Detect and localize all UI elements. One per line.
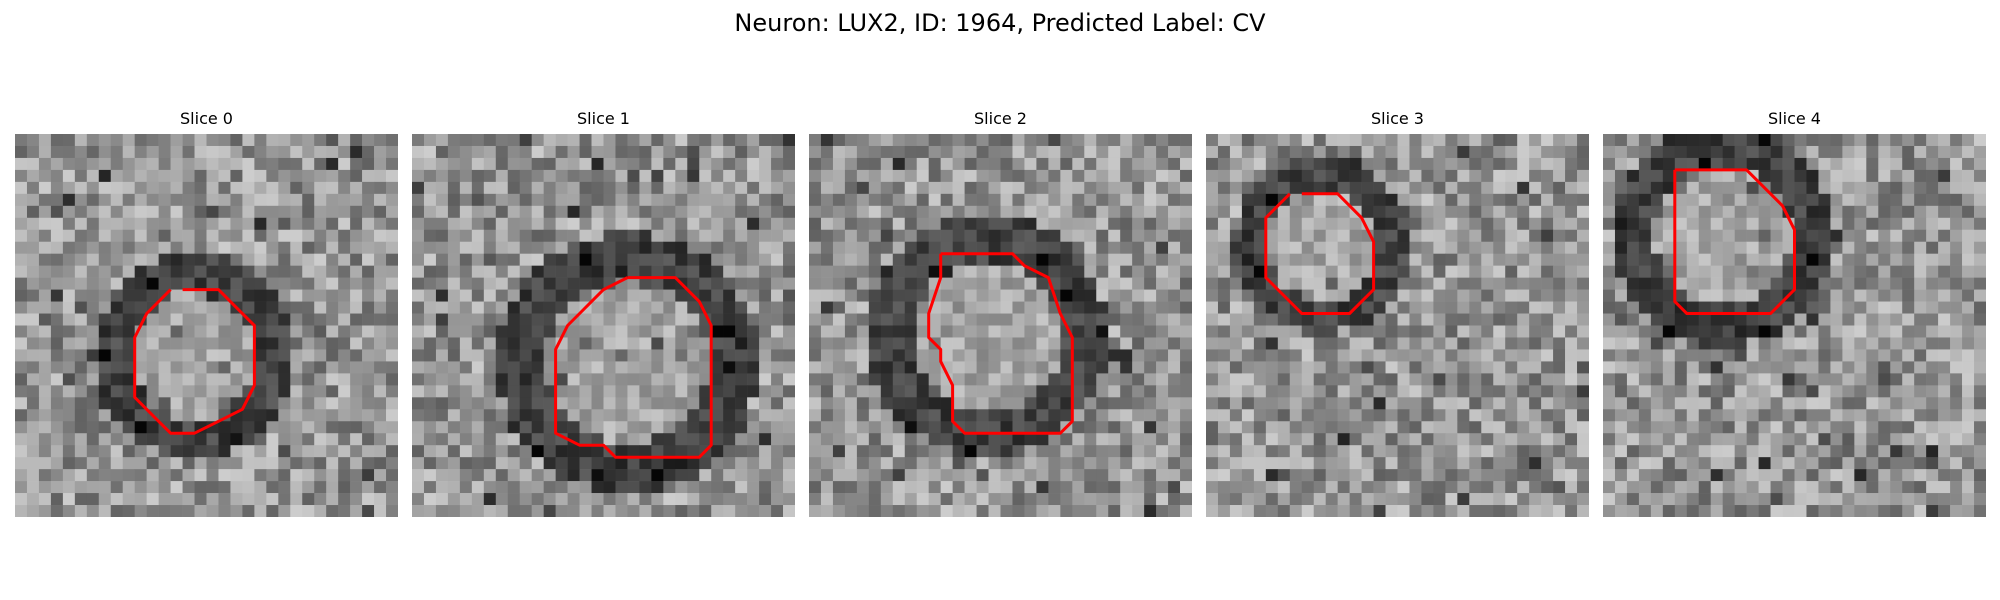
image-pixels [15, 134, 398, 517]
slice-title-4: Slice 4 [1768, 109, 1821, 128]
slice-panel-4: Slice 4 [1603, 108, 1986, 517]
slice-image-2 [809, 134, 1192, 517]
segmentation-contour [554, 276, 713, 459]
slice-title-1: Slice 1 [577, 109, 630, 128]
slice-image-0 [15, 134, 398, 517]
image-pixels [809, 134, 1192, 517]
image-pixels [412, 134, 795, 517]
segmentation-contour [1673, 168, 1796, 315]
slice-image-1 [412, 134, 795, 517]
slice-image-3 [1206, 134, 1589, 517]
slice-panel-1: Slice 1 [412, 108, 795, 517]
slice-title-3: Slice 3 [1371, 109, 1424, 128]
slice-title-2: Slice 2 [974, 109, 1027, 128]
slice-image-4 [1603, 134, 1986, 517]
image-pixels [1603, 134, 1986, 517]
slice-title-0: Slice 0 [180, 109, 233, 128]
slice-panel-0: Slice 0 [15, 108, 398, 517]
slice-panel-3: Slice 3 [1206, 108, 1589, 517]
segmentation-contour [927, 252, 1074, 435]
slice-panel-2: Slice 2 [809, 108, 1192, 517]
segmentation-contour [133, 288, 256, 435]
image-pixels [1206, 134, 1589, 517]
segmentation-contour [1264, 192, 1376, 315]
figure-title: Neuron: LUX2, ID: 1964, Predicted Label:… [734, 9, 1266, 37]
